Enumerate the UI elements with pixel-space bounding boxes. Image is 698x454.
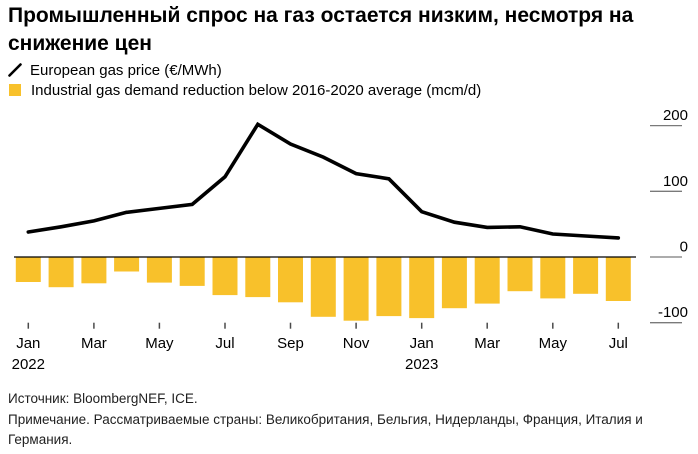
x-tick-label: Jan	[410, 335, 434, 352]
x-tick-label: Sep	[277, 335, 304, 352]
legend: European gas price (€/MWh) Industrial ga…	[8, 60, 481, 100]
demand-bar	[245, 257, 271, 298]
demand-bar	[343, 257, 369, 321]
x-tick-label: Nov	[343, 335, 370, 352]
x-tick-label: Jul	[609, 335, 628, 352]
countries-note: Примечание. Рассматриваемые страны: Вели…	[8, 411, 643, 448]
legend-item-demand-reduction: Industrial gas demand reduction below 20…	[8, 80, 481, 100]
demand-bar	[114, 257, 140, 272]
x-tick-label: Mar	[81, 335, 107, 352]
year-label: 2022	[12, 356, 45, 373]
demand-bar	[540, 257, 566, 299]
y-tick-label: -100	[658, 304, 688, 321]
bar-series-icon	[9, 84, 21, 96]
year-label: 2023	[405, 356, 438, 373]
demand-bar	[507, 257, 533, 292]
demand-bar	[81, 257, 107, 284]
gas-price-line	[26, 121, 621, 240]
legend-item-gas-price: European gas price (€/MWh)	[8, 60, 481, 80]
x-tick-label: May	[539, 335, 568, 352]
demand-bar	[573, 257, 599, 294]
demand-bar	[474, 257, 500, 304]
demand-bar	[409, 257, 435, 319]
demand-bar	[48, 257, 74, 288]
demand-bar	[179, 257, 205, 286]
demand-bar	[376, 257, 402, 317]
y-tick-label: 0	[680, 239, 688, 256]
x-tick-label: Jul	[215, 335, 234, 352]
chart-title: Промышленный спрос на газ остается низки…	[8, 4, 634, 55]
demand-bar	[278, 257, 303, 303]
demand-bar	[15, 257, 41, 282]
x-tick-label: May	[145, 335, 174, 352]
y-tick-label: 200	[663, 107, 688, 124]
demand-bar	[441, 257, 467, 309]
x-tick-label: Jan	[16, 335, 40, 352]
legend-label-demand-reduction: Industrial gas demand reduction below 20…	[31, 81, 482, 99]
demand-bar	[310, 257, 336, 317]
legend-label-gas-price: European gas price (€/MWh)	[30, 61, 222, 79]
combo-chart: 200 100 0 -100 Jan Mar May Jul Sep Nov Jan Mar May Ju…	[12, 107, 688, 373]
line-series-icon	[8, 63, 22, 77]
footnotes: Источник: BloombergNEF, ICE. Примечание.…	[8, 389, 690, 451]
demand-bar	[605, 257, 631, 301]
y-tick-label: 100	[663, 173, 688, 190]
demand-bar	[212, 257, 238, 296]
source-note: Источник: BloombergNEF, ICE.	[8, 391, 198, 406]
demand-bar	[146, 257, 172, 283]
x-tick-label: Mar	[474, 335, 500, 352]
